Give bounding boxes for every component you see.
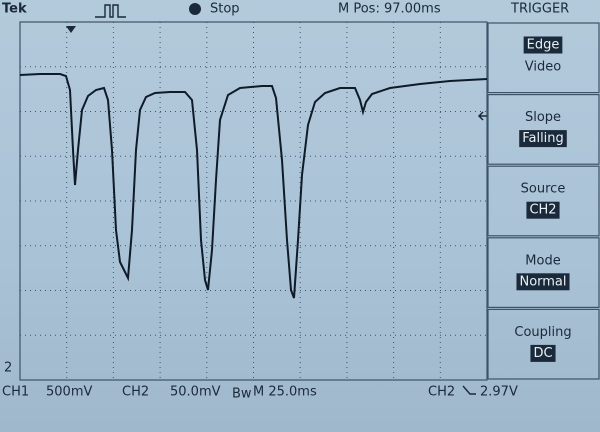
run-status: Stop: [210, 2, 240, 17]
ch1-scale: 500mV: [46, 385, 92, 400]
menu-button[interactable]: [487, 93, 600, 165]
menu-option-selected: Edge: [527, 38, 560, 53]
menu-value: DC: [533, 346, 552, 361]
ch-marker: 2: [4, 361, 12, 376]
menu-button[interactable]: [487, 308, 600, 380]
acq-icon: [95, 4, 126, 18]
brand: Tek: [2, 2, 27, 17]
menu-value: Normal: [519, 274, 566, 289]
highlight: [516, 273, 570, 291]
ch1-label: CH1: [2, 385, 29, 400]
menu-title: TRIGGER: [510, 2, 569, 17]
menu-label: Coupling: [514, 325, 571, 340]
menu-button[interactable]: [487, 165, 600, 237]
bandwidth-limit: Bw: [232, 387, 252, 402]
trigger-source: CH2: [428, 385, 455, 400]
ch2-label: CH2: [122, 385, 149, 400]
menu-value: Falling: [522, 131, 564, 146]
menu-button[interactable]: [487, 22, 600, 94]
menu-option: Video: [525, 60, 561, 75]
trigger-position-marker: [66, 26, 76, 33]
slope-icon: [462, 385, 476, 395]
highlight: [526, 201, 560, 219]
highlight: [530, 344, 556, 362]
waveform: [19, 73, 488, 299]
trigger-level-marker: [477, 111, 487, 121]
menu-label: Source: [521, 182, 566, 197]
timebase: M 25.0ms: [253, 385, 317, 400]
menu-button[interactable]: [487, 237, 600, 309]
menu-label: Mode: [525, 253, 560, 268]
highlight: [523, 36, 563, 54]
highlight: [519, 130, 567, 148]
graticule: [20, 22, 487, 380]
trigger-level: 2.97V: [480, 385, 518, 400]
side-menu: Edge Video Slope Falling Source CH2 Mode Normal…: [487, 22, 600, 380]
ch2-scale: 50.0mV: [170, 385, 221, 400]
menu-value: CH2: [529, 203, 556, 218]
menu-label: Slope: [525, 110, 561, 125]
horizontal-position: M Pos: 97.00ms: [338, 2, 441, 17]
stop-icon: [189, 3, 201, 15]
